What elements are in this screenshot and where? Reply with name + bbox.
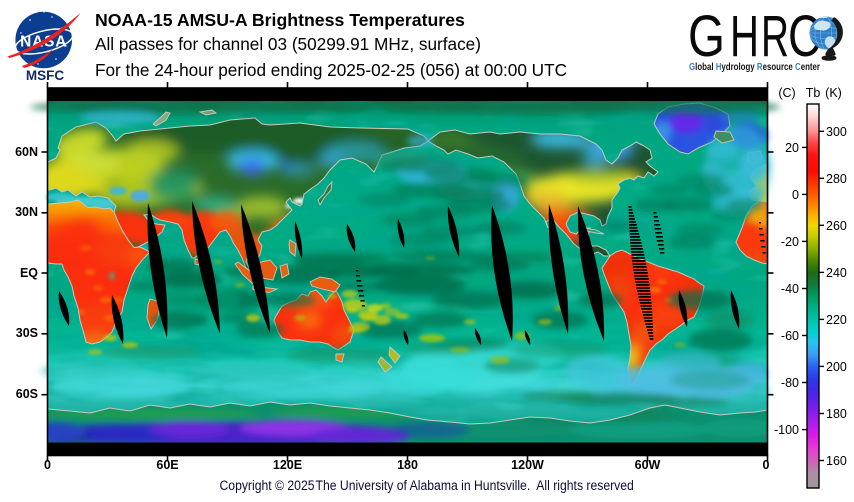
svg-text:260: 260 bbox=[826, 219, 847, 233]
svg-text:240: 240 bbox=[826, 266, 847, 280]
svg-text:220: 220 bbox=[826, 313, 847, 327]
svg-text:H: H bbox=[730, 4, 759, 69]
svg-text:-100: -100 bbox=[774, 423, 799, 437]
svg-text:-40: -40 bbox=[781, 282, 799, 296]
svg-text:-20: -20 bbox=[781, 235, 799, 249]
svg-text:(K): (K) bbox=[825, 86, 842, 100]
svg-text:0: 0 bbox=[792, 188, 799, 202]
svg-text:(C): (C) bbox=[778, 86, 795, 100]
svg-text:-60: -60 bbox=[781, 329, 799, 343]
svg-text:R: R bbox=[761, 4, 789, 69]
svg-text:300: 300 bbox=[826, 125, 847, 139]
svg-text:20: 20 bbox=[785, 141, 799, 155]
svg-text:160: 160 bbox=[826, 454, 847, 468]
svg-text:-80: -80 bbox=[781, 376, 799, 390]
svg-text:200: 200 bbox=[826, 360, 847, 374]
svg-text:280: 280 bbox=[826, 172, 847, 186]
svg-text:MSFC: MSFC bbox=[26, 68, 64, 83]
svg-text:G: G bbox=[688, 4, 725, 69]
svg-text:Tb: Tb bbox=[806, 86, 821, 100]
svg-text:Global Hydrology Resource Cent: Global Hydrology Resource Center bbox=[689, 61, 820, 73]
svg-text:180: 180 bbox=[826, 407, 847, 421]
